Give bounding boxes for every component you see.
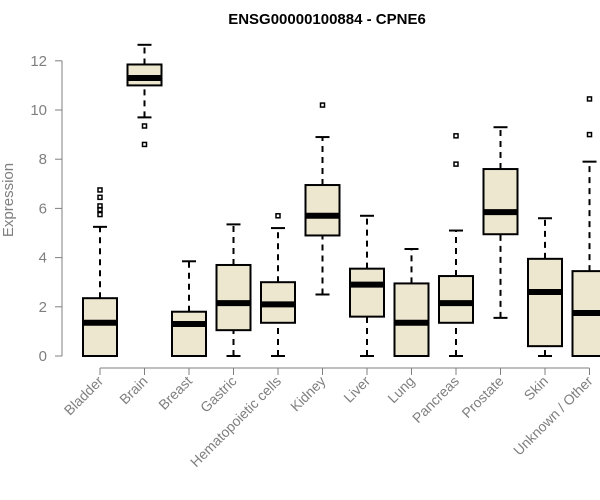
box-group [260,213,296,357]
outlier-point [97,211,103,218]
outlier-point [586,131,593,138]
outlier-point [453,133,459,139]
box [527,257,563,348]
box-group [527,217,563,357]
outlier-point [586,96,593,102]
box-group [571,96,600,358]
x-tick-label: Breast [155,373,195,413]
x-tick-label: Kidney [287,373,329,415]
y-tick-label: 4 [39,250,47,267]
box [126,63,163,87]
outlier-point [141,123,148,129]
box [393,282,430,357]
box-group [482,126,519,319]
box-group [304,102,341,296]
x-tick-label: Pancreas [409,373,462,426]
outlier-point [319,102,326,108]
box-group [126,43,163,148]
y-tick-label: 0 [39,348,47,365]
x-tick-label: Lung [384,373,417,406]
outlier-point [97,194,103,201]
x-tick-label: Unknown / Other [510,373,596,459]
box-group [349,214,385,357]
outlier-point [97,203,103,209]
box [82,297,118,358]
y-tick-label: 2 [39,299,47,316]
outlier-point [275,213,281,219]
x-tick-label: Skin [521,373,552,404]
box-series [82,43,600,358]
x-tick-label: Bladder [61,373,107,419]
box [349,267,385,318]
x-tick-label: Liver [340,373,373,406]
box-group [438,133,474,357]
outlier-point [97,187,103,193]
x-tick-label: Gastric [197,373,240,416]
box-group [171,260,207,357]
y-tick-label: 6 [39,200,47,217]
outlier-point [141,141,148,148]
y-tick-label: 12 [30,53,47,70]
box [438,275,474,324]
x-tick-label: Brain [116,373,150,407]
y-axis-title: Expression [0,163,17,237]
box [171,310,207,357]
box [304,184,341,237]
y-axis: 0 2 4 6 8 10 12 [30,53,63,365]
y-tick-label: 8 [39,151,47,168]
box-group [82,187,118,358]
chart-title: ENSG00000100884 - CPNE6 [228,11,426,28]
box [215,263,252,332]
box-group [393,247,430,357]
outlier-point [453,161,459,167]
box [482,168,519,236]
y-tick-label: 10 [30,102,47,119]
x-tick-label: Prostate [458,373,506,421]
box-group [215,223,252,357]
